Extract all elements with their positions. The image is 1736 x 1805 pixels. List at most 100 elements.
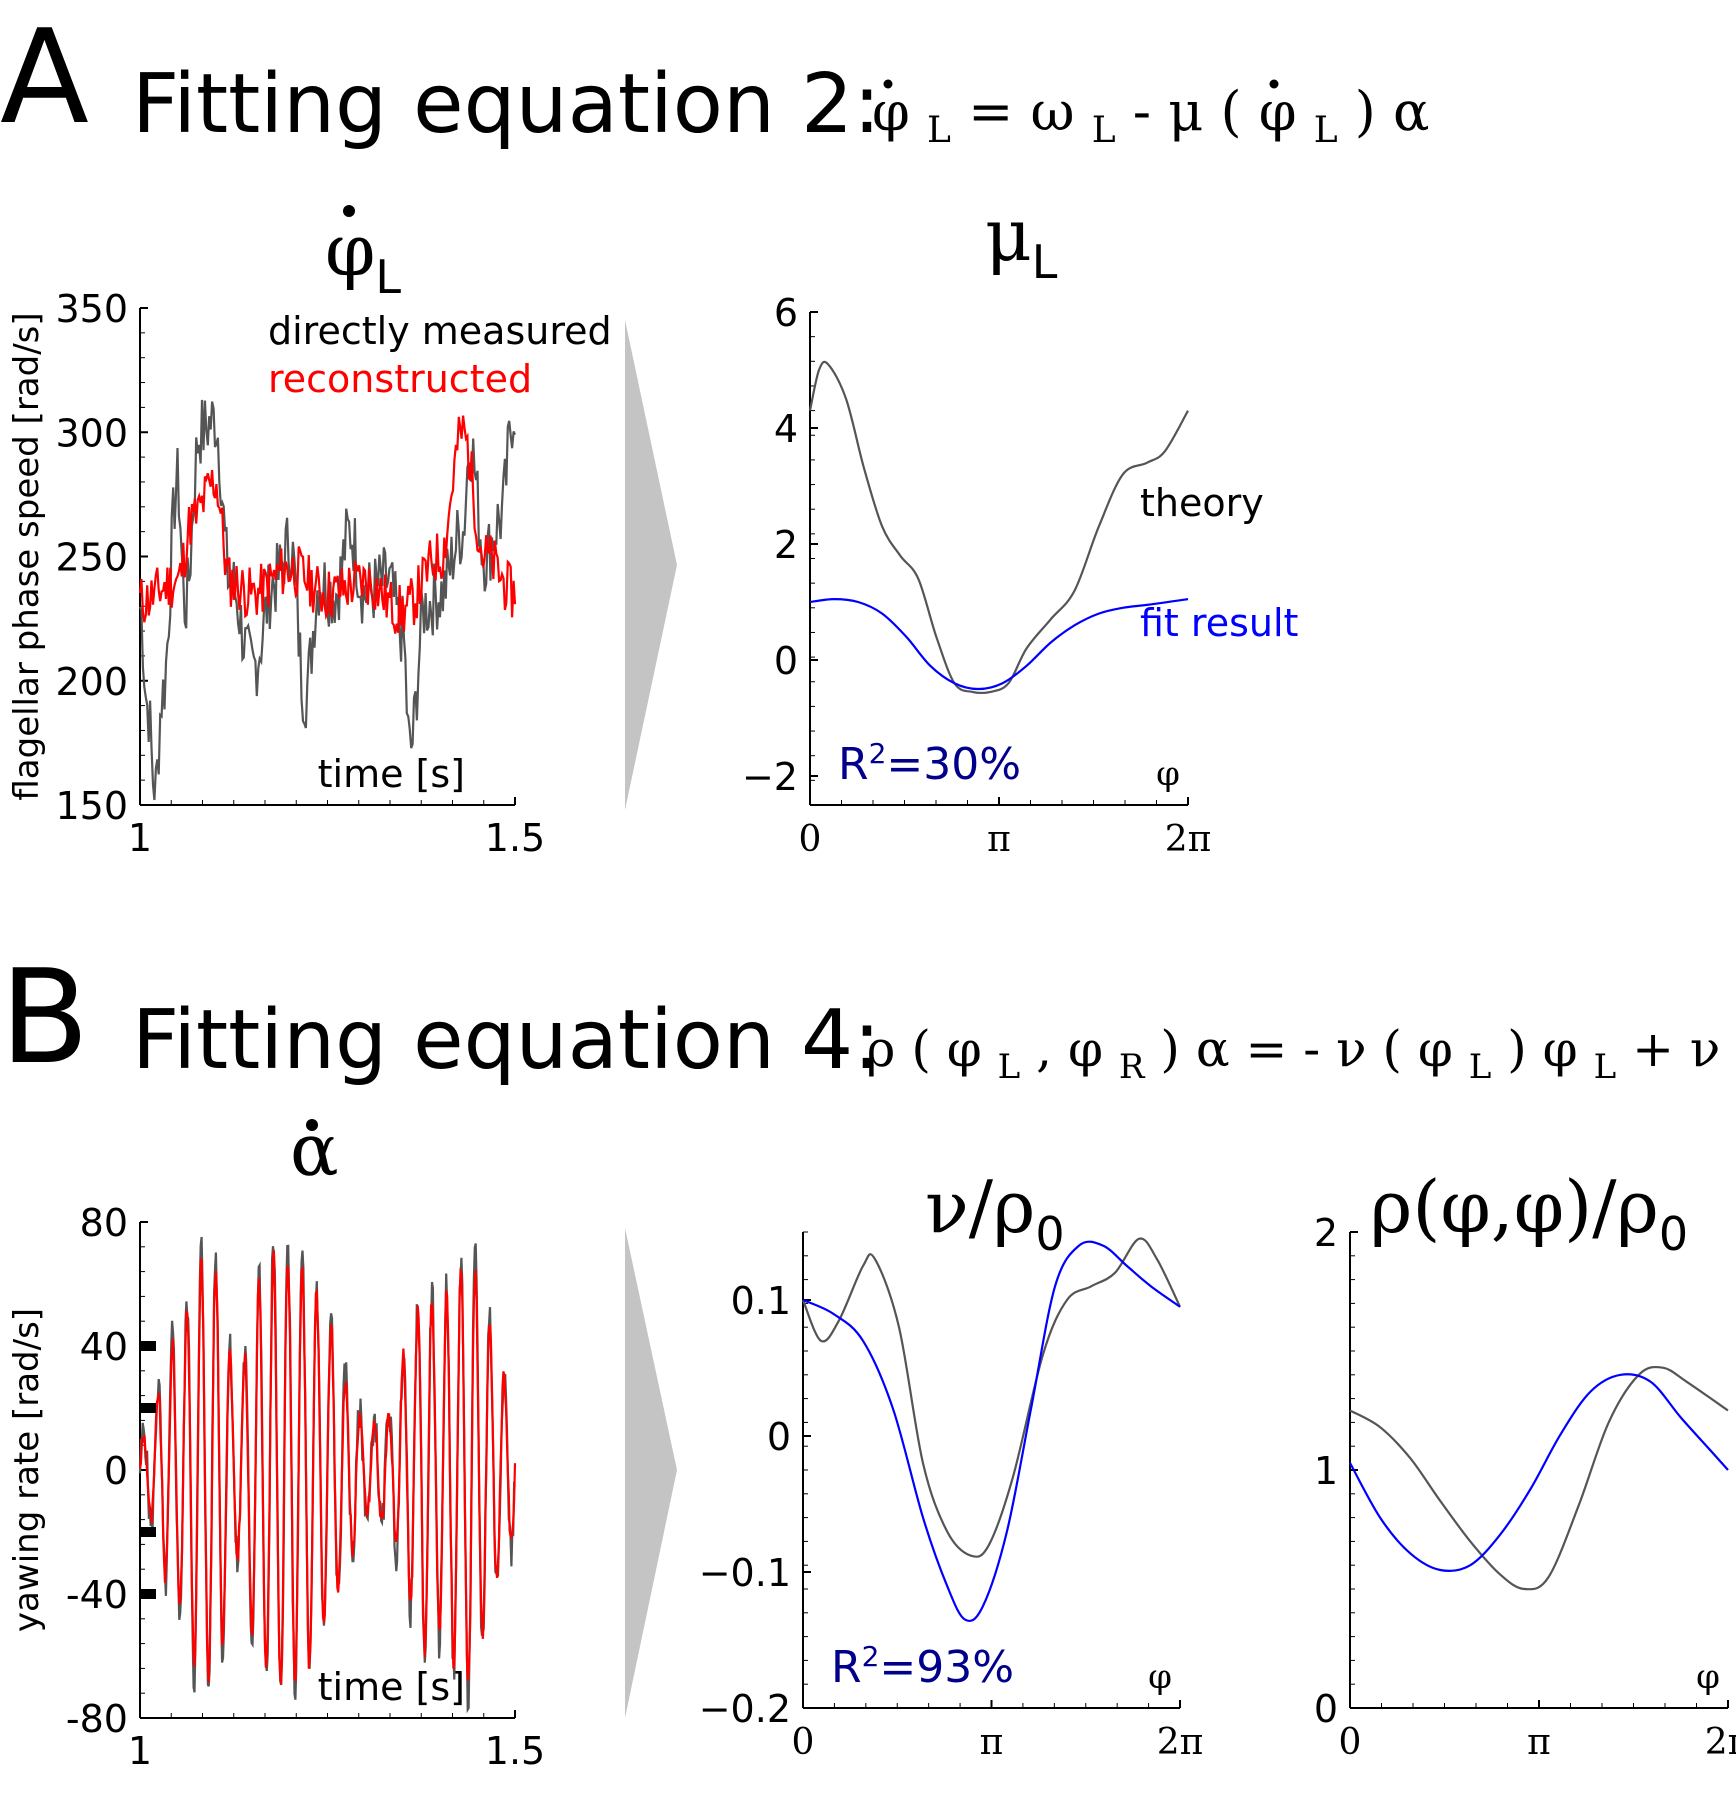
y-axis-label: flagellar phase speed [rad/s] (7, 312, 47, 800)
svg-text:ρ ( φ: ρ ( φ L , φ R ) α = - ν ( φ L ) φ L + ν (866, 1020, 1736, 1090)
chart-phase-speed: φL 150 200 250 300 350 1 1.5 time [s] flagellar p… (7, 205, 545, 860)
chart-title: φL (325, 208, 401, 304)
panel-a-equation: φ L = ω L - μ ( φ L ) α (872, 79, 1430, 155)
x-tick-label: 1 (128, 816, 152, 860)
chart-title-subscript: 0 (1659, 1207, 1688, 1261)
y-tick-label: 0 (774, 639, 798, 683)
chart-title-symbol: ν/ρ (925, 1165, 1035, 1249)
y-axis-marker (140, 1589, 156, 1599)
panel-a-letter: A (0, 1, 89, 153)
series-line-fit-result (809, 597, 1189, 691)
chart-title-symbol: φ (325, 208, 375, 292)
panel-b-equation: ρ ( φ L , φ R ) α = - ν ( φ L ) φ L + ν (866, 1020, 1736, 1090)
x-tick-label: π (1527, 1722, 1551, 1763)
y-tick-label: 150 (55, 784, 128, 828)
dot-accent (306, 1119, 318, 1131)
y-tick-label: 350 (55, 287, 128, 331)
y-tick-label: 0 (767, 1415, 791, 1459)
x-tick-label: 1.5 (485, 1729, 545, 1773)
r-squared-base: R (838, 739, 869, 790)
panel-b-letter: B (0, 941, 89, 1093)
chart-title-subscript: 0 (1035, 1207, 1064, 1261)
x-tick-label: 0 (799, 819, 822, 860)
series-line-theory (808, 360, 1189, 695)
x-tick-label: 0 (792, 1722, 815, 1763)
series-line-fit-result (802, 1240, 1181, 1623)
y-tick-label: 6 (774, 291, 798, 335)
y-tick-label: −0.1 (699, 1551, 791, 1595)
legend-fit: fit result (1140, 601, 1298, 645)
chart-title: μL (985, 193, 1058, 289)
chart-title-symbol: ρ(φ,φ)/ρ (1370, 1165, 1659, 1249)
x-axis-label: φ (1148, 1657, 1172, 1697)
svg-text:φ L =: φ L = ω L - μ ( φ L ) α (872, 80, 1430, 155)
dot-accent (883, 79, 893, 89)
x-tick-label: 2π (1705, 1722, 1736, 1763)
chart-title-symbol: μ (985, 193, 1032, 277)
y-tick-label: 300 (55, 411, 128, 455)
y-tick-label: 200 (55, 660, 128, 704)
x-axis-label: time [s] (318, 1665, 465, 1709)
series-line-theory (801, 1237, 1181, 1558)
x-tick-label: 2π (1165, 819, 1212, 860)
r-squared-sup: 2 (862, 1640, 880, 1673)
x-tick-label: π (980, 1722, 1004, 1763)
y-axis-label: yawing rate [rad/s] (7, 1308, 47, 1632)
x-axis-label: time [s] (318, 752, 465, 796)
dot-accent (1269, 79, 1279, 89)
chart-title: ρ(φ,φ)/ρ0 (1370, 1165, 1688, 1261)
series-line-reconstructed (138, 1250, 517, 1685)
series-line-fit-result (1349, 1373, 1729, 1572)
x-tick-label: 0 (1339, 1722, 1362, 1763)
arrow-a-icon (625, 320, 677, 810)
y-tick-label: 1 (1314, 1449, 1338, 1493)
y-tick-label: -80 (66, 1697, 128, 1741)
legend-reconstructed: reconstructed (268, 357, 532, 401)
panel-b-header: B Fitting equation 4: ρ ( φ L , φ R ) α … (0, 941, 1736, 1093)
y-tick-label: 4 (774, 407, 798, 451)
y-tick-label: −2 (742, 755, 798, 799)
y-tick-label: 2 (774, 523, 798, 567)
y-tick-label: 250 (55, 536, 128, 580)
x-tick-label: 1 (128, 1729, 152, 1773)
y-tick-label: 0.1 (731, 1279, 791, 1323)
x-tick-label: 1.5 (485, 816, 545, 860)
x-axis-label: φ (1156, 754, 1180, 794)
y-tick-label: 40 (80, 1325, 128, 1369)
r-squared-label: R2=30% (838, 737, 1021, 790)
arrow-b-icon (625, 1228, 677, 1718)
chart-rho: ρ(φ,φ)/ρ00120π2πφ (1314, 1165, 1736, 1763)
r-squared-sup: 2 (869, 737, 887, 770)
dot-accent (343, 205, 355, 217)
x-tick-label: 2π (1157, 1722, 1204, 1763)
series-line-theory (1349, 1365, 1729, 1591)
y-axis-marker (140, 1403, 156, 1413)
y-tick-label: 2 (1314, 1211, 1338, 1255)
y-tick-label: −0.2 (699, 1687, 791, 1731)
chart-title: ν/ρ0 (925, 1165, 1065, 1261)
series-line-reconstructed (138, 415, 517, 634)
y-tick-label: 80 (80, 1201, 128, 1245)
legend-measured: directly measured (268, 309, 612, 353)
chart-title-subscript: L (1032, 235, 1058, 289)
panel-b-heading: Fitting equation 4: (132, 993, 881, 1088)
y-tick-label: 0 (1314, 1687, 1338, 1731)
r-squared-base: R (831, 1642, 862, 1693)
y-tick-label: -40 (66, 1573, 128, 1617)
x-axis-label: φ (1696, 1657, 1720, 1697)
panel-a-heading: Fitting equation 2: (132, 57, 881, 152)
x-tick-label: π (987, 819, 1011, 860)
chart-title-subscript: L (375, 250, 401, 304)
y-tick-label: 0 (104, 1449, 128, 1493)
y-axis-marker (140, 1527, 156, 1537)
r-squared-value: =93% (879, 1642, 1014, 1693)
y-axis-marker (140, 1341, 156, 1351)
legend-theory: theory (1140, 481, 1264, 525)
r-squared-label: R2=93% (831, 1640, 1014, 1693)
panel-a-header: A Fitting equation 2: φ L = ω L - μ ( φ … (0, 1, 1430, 155)
r-squared-value: =30% (886, 739, 1021, 790)
